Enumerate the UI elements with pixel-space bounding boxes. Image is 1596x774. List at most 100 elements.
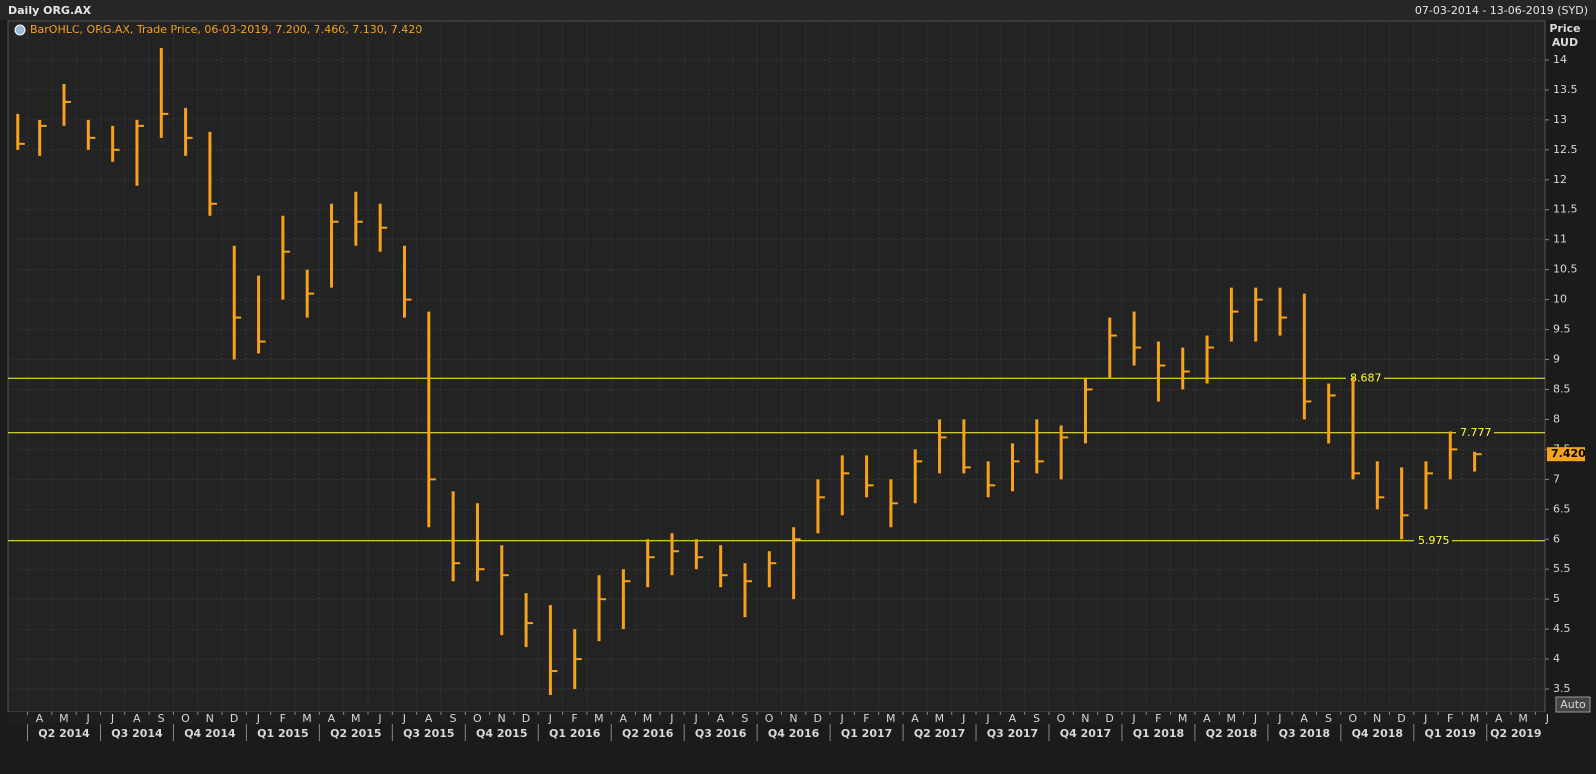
quarter-label: Q2 2016 (622, 727, 674, 740)
date-range: 07-03-2014 - 13-06-2019 (SYD) (1415, 4, 1588, 17)
x-tick-label: O (765, 712, 774, 725)
y-tick-label: 4.5 (1553, 622, 1571, 635)
y-tick-label: 4 (1553, 652, 1560, 665)
y-tick-label: 10 (1553, 293, 1567, 306)
x-tick-label: D (230, 712, 238, 725)
x-tick-label: O (473, 712, 482, 725)
x-tick-label: D (1397, 712, 1405, 725)
x-tick-label: J (1423, 712, 1427, 725)
quarter-label: Q1 2018 (1133, 727, 1184, 740)
x-tick-label: O (181, 712, 190, 725)
x-tick-label: F (1447, 712, 1453, 725)
x-tick-label: N (497, 712, 505, 725)
x-tick-label: M (302, 712, 312, 725)
quarter-label: Q1 2017 (841, 727, 892, 740)
y-tick-label: 6.5 (1553, 502, 1571, 515)
x-tick-label: J (1545, 712, 1549, 725)
quarter-label: Q3 2018 (1279, 727, 1330, 740)
last-price-tag (1547, 447, 1585, 462)
y-tick-label: 13 (1553, 113, 1567, 126)
header-bar (0, 0, 1596, 20)
auto-button[interactable] (1555, 696, 1591, 713)
x-tick-label: A (619, 712, 627, 725)
x-tick-label: M (594, 712, 604, 725)
x-tick-label: M (59, 712, 69, 725)
x-tick-label: A (911, 712, 919, 725)
y-tick-label: 6 (1553, 532, 1560, 545)
x-tick-label: J (256, 712, 260, 725)
quarter-label: Q3 2014 (111, 727, 163, 740)
x-tick-label: O (1057, 712, 1066, 725)
x-tick-label: M (1518, 712, 1528, 725)
x-tick-label: D (1105, 712, 1113, 725)
last-price-label: 7.420 (1551, 447, 1586, 460)
x-tick-label: J (694, 712, 698, 725)
y-tick-label: 5.5 (1553, 562, 1571, 575)
level-label-bg (1456, 426, 1494, 439)
x-tick-label: J (985, 712, 989, 725)
x-tick-label: F (280, 712, 286, 725)
x-tick-label: S (158, 712, 165, 725)
x-tick-label: J (110, 712, 114, 725)
x-tick-label: A (133, 712, 141, 725)
x-tick-label: S (449, 712, 456, 725)
x-tick-label: D (814, 712, 822, 725)
x-tick-label: A (425, 712, 433, 725)
x-tick-label: A (328, 712, 336, 725)
x-tick-label: N (206, 712, 214, 725)
quarter-label: Q4 2016 (768, 727, 820, 740)
y-tick-label: 10.5 (1553, 263, 1578, 276)
quarter-label: Q2 2014 (38, 727, 90, 740)
x-tick-label: J (1277, 712, 1281, 725)
x-tick-label: N (789, 712, 797, 725)
x-tick-label: D (522, 712, 530, 725)
x-tick-label: N (1373, 712, 1381, 725)
y-tick-label: 5 (1553, 592, 1560, 605)
level-label: 5.975 (1418, 534, 1450, 547)
x-tick-label: J (669, 712, 673, 725)
x-tick-label: A (1495, 712, 1503, 725)
quarter-label: Q4 2017 (1060, 727, 1111, 740)
level-label-bg (1414, 534, 1452, 547)
x-tick-label: A (1300, 712, 1308, 725)
quarter-label: Q3 2016 (695, 727, 747, 740)
y-tick-label: 8.5 (1553, 382, 1571, 395)
quarter-label: Q1 2019 (1425, 727, 1476, 740)
x-tick-label: J (377, 712, 381, 725)
x-tick-label: A (717, 712, 725, 725)
y-tick-label: 9.5 (1553, 323, 1571, 336)
x-tick-label: A (36, 712, 44, 725)
x-tick-label: J (1131, 712, 1135, 725)
x-tick-label: M (1470, 712, 1480, 725)
plot-area (7, 20, 1546, 713)
x-tick-label: F (863, 712, 869, 725)
y-tick-label: 3.5 (1553, 682, 1571, 695)
x-tick-label: F (1155, 712, 1161, 725)
chart-title: Daily ORG.AX (8, 4, 92, 17)
y-tick-label: 11 (1553, 233, 1567, 246)
y-axis-title: Price (1549, 22, 1580, 35)
quarter-label: Q4 2018 (1352, 727, 1403, 740)
quarter-label: Q3 2015 (403, 727, 454, 740)
x-tick-label: S (741, 712, 748, 725)
level-label-bg (1346, 372, 1384, 385)
y-tick-label: 8 (1553, 412, 1560, 425)
x-tick-label: S (1033, 712, 1040, 725)
quarter-label: Q2 2017 (914, 727, 965, 740)
x-tick-label: M (935, 712, 945, 725)
quarter-label: Q1 2016 (549, 727, 601, 740)
x-tick-label: J (548, 712, 552, 725)
x-tick-label: J (1253, 712, 1257, 725)
auto-button-label[interactable]: Auto (1560, 698, 1586, 711)
x-tick-label: J (961, 712, 965, 725)
y-tick-label: 13.5 (1553, 83, 1578, 96)
x-tick-label: A (1009, 712, 1017, 725)
x-tick-label: M (351, 712, 361, 725)
quarter-label: Q2 2019 (1490, 727, 1541, 740)
legend-icon[interactable] (14, 24, 26, 36)
y-axis-unit: AUD (1552, 36, 1578, 49)
y-tick-label: 12.5 (1553, 143, 1578, 156)
x-tick-label: J (402, 712, 406, 725)
